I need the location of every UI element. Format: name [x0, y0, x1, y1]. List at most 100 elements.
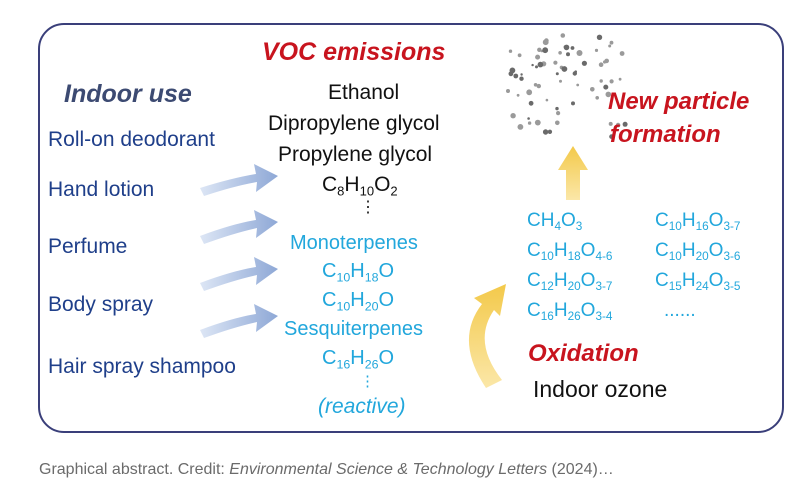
ox4-o: 3-4 — [595, 310, 613, 324]
indoor-use-heading: Indoor use — [64, 80, 192, 108]
ox-product-c10h18o: C10H18O4-6 — [527, 240, 613, 264]
oxidation-heading: Oxidation — [528, 340, 639, 367]
ox1-o: 3 — [575, 220, 583, 234]
ox5-h: 16 — [695, 220, 709, 234]
particle-dot — [618, 77, 622, 81]
m2-c: 10 — [336, 299, 351, 314]
particle-dot — [590, 87, 595, 92]
particle-dot — [556, 111, 561, 116]
ox-product-c15h24o: C15H24O3-5 — [655, 270, 741, 294]
particle-dot — [547, 129, 553, 134]
emission-arrow-4 — [200, 304, 278, 338]
particle-dot — [609, 40, 614, 45]
voc-emissions-heading: VOC emissions — [262, 38, 446, 66]
particle-dot — [559, 79, 562, 83]
particle-cloud — [506, 33, 628, 139]
product-hair-spray-shampoo: Hair spray shampoo — [48, 355, 236, 378]
particle-dot — [527, 117, 530, 120]
particle-dot — [594, 48, 599, 53]
particle-dot — [555, 106, 559, 111]
compound-c16h26o: C16H26O — [322, 347, 395, 372]
new-particle-heading-line2: formation — [610, 121, 721, 148]
c8-oxygen-count: 2 — [390, 183, 398, 199]
particle-dot — [537, 61, 544, 68]
ox2-o: 4-6 — [595, 250, 613, 264]
caption-journal: Environmental Science & Technology Lette… — [229, 461, 548, 478]
particle-dot — [599, 79, 603, 83]
particle-dot — [570, 46, 575, 50]
c8-carbon-count: 8 — [337, 183, 345, 199]
particle-dot — [510, 113, 516, 119]
particle-dot — [603, 84, 609, 90]
particle-dot — [544, 38, 549, 43]
particle-dot — [506, 89, 510, 93]
particle-dot — [555, 72, 559, 76]
compound-ethanol: Ethanol — [328, 81, 400, 104]
particle-dot — [528, 100, 534, 106]
particle-dot — [571, 101, 575, 106]
particle-dot — [609, 134, 614, 139]
diagram-panel — [38, 23, 784, 433]
ox5-o: 3-7 — [723, 220, 741, 234]
particle-dot — [533, 83, 538, 87]
ox3-c: 12 — [540, 280, 554, 294]
particle-dot — [603, 60, 607, 64]
particle-dot — [520, 73, 523, 76]
particle-dot — [516, 93, 520, 97]
particle-dot — [558, 51, 562, 55]
product-hand-lotion: Hand lotion — [48, 178, 155, 201]
compound-c10h18o: C10H18O — [322, 260, 395, 285]
particle-dot — [563, 44, 570, 51]
compound-c8h10o2: C8H10O2 — [322, 173, 398, 199]
ox6-o: 3-6 — [723, 250, 741, 264]
particle-dot — [534, 119, 541, 126]
particle-dot — [537, 47, 542, 52]
ox-product-c12h20o: C12H20O3-7 — [527, 270, 613, 294]
ox-product-ch4o3: CH4O3 — [527, 210, 583, 234]
new-particle-heading-line1: New particle — [608, 88, 750, 115]
ox-product-c10h16o: C10H16O3-7 — [655, 210, 741, 234]
compound-dipropylene-glycol: Dipropylene glycol — [268, 112, 440, 135]
m2-h: 20 — [364, 299, 379, 314]
emission-arrow-2 — [200, 210, 278, 244]
particle-dot — [526, 89, 533, 96]
particle-dot — [535, 54, 541, 60]
particle-dot — [531, 63, 534, 67]
ox4-h: 26 — [567, 310, 581, 324]
particle-dot — [572, 71, 577, 76]
particle-dot — [576, 50, 583, 56]
s1-h: 26 — [364, 357, 379, 372]
voc-ellipsis: ⋮ — [360, 199, 376, 216]
particle-dot — [596, 34, 603, 40]
m1-h: 18 — [364, 270, 379, 285]
compound-propylene-glycol: Propylene glycol — [278, 143, 433, 166]
emission-arrow-3 — [200, 257, 278, 291]
particle-dot — [615, 122, 621, 128]
particle-dot — [508, 49, 513, 53]
oxidation-arrow — [468, 284, 506, 388]
s1-c: 16 — [336, 357, 351, 372]
ox-product-c16h26o: C16H26O3-4 — [527, 300, 613, 324]
particle-dot — [609, 79, 614, 84]
particle-dot — [608, 44, 612, 48]
formation-arrow — [558, 146, 588, 200]
monoterpenes-label: Monoterpenes — [290, 232, 418, 254]
indoor-ozone-label: Indoor ozone — [533, 376, 668, 402]
ox2-h: 18 — [567, 250, 581, 264]
particle-dot — [535, 65, 538, 69]
ox3-o: 3-7 — [595, 280, 613, 294]
product-perfume: Perfume — [48, 235, 128, 258]
caption-suffix: (2024)… — [547, 461, 614, 478]
reactive-ellipsis: ⋮ — [360, 373, 375, 390]
particle-dot — [566, 52, 570, 57]
particle-dot — [576, 83, 580, 87]
figure-caption: Graphical abstract. Credit: Environmenta… — [39, 461, 614, 479]
particle-dot — [527, 121, 532, 125]
particle-dot — [545, 98, 549, 102]
particle-dot — [553, 60, 558, 65]
ox3-h: 20 — [567, 280, 581, 294]
particle-dot — [519, 76, 524, 81]
ox6-c: 10 — [668, 250, 682, 264]
ox7-h: 24 — [695, 280, 709, 294]
particle-dot — [561, 66, 568, 72]
